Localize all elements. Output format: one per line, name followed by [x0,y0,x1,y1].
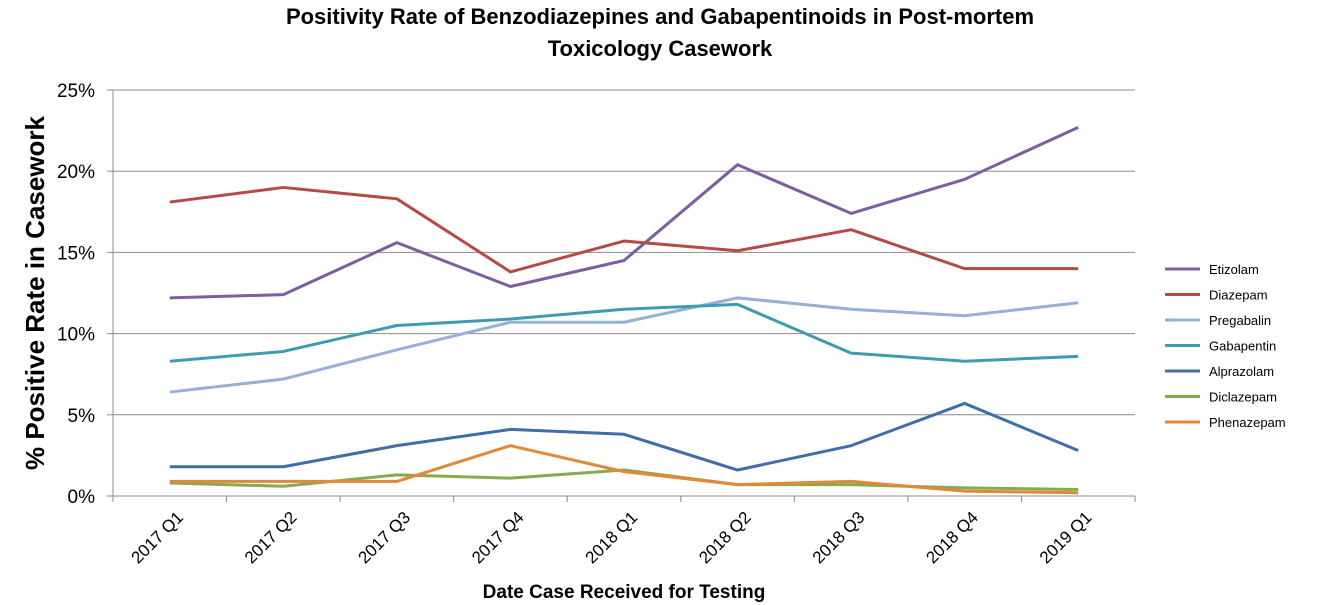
y-axis-title: % Positive Rate in Casework [20,115,50,470]
x-tick-label: 2017 Q2 [241,508,301,568]
legend-label: Phenazepam [1209,415,1286,430]
x-tick-label: 2017 Q1 [127,508,187,568]
y-tick-label: 10% [57,325,95,346]
x-tick-label: 2019 Q1 [1036,508,1096,568]
x-tick-label: 2018 Q3 [809,508,869,568]
series-line [169,401,1079,472]
x-tick-label: 2018 Q4 [922,508,982,568]
x-tick-label: 2018 Q1 [582,508,642,568]
x-tick-label: 2017 Q3 [355,508,415,568]
y-tick-label: 5% [68,406,96,427]
series-line [169,185,1079,274]
legend-label: Gabapentin [1209,339,1276,354]
x-tick-label: 2018 Q2 [695,508,755,568]
legend-label: Alprazolam [1209,364,1274,379]
series-line [169,444,1079,495]
legend-label: Etizolam [1209,262,1259,277]
series-line [169,296,1079,394]
legend-label: Diclazepam [1209,390,1277,405]
y-tick-label: 25% [57,81,95,102]
legend-label: Diazepam [1209,288,1268,303]
x-tick-label: 2017 Q4 [468,508,528,568]
series-line [169,125,1079,300]
y-tick-label: 15% [57,243,95,264]
x-axis-title: Date Case Received for Testing [483,582,766,603]
chart-title: Toxicology Casework [548,36,773,61]
y-tick-label: 20% [57,162,95,183]
chart-title: Positivity Rate of Benzodiazepines and G… [286,4,1034,29]
y-tick-label: 0% [68,487,96,508]
legend-label: Pregabalin [1209,313,1271,328]
series-line [169,302,1079,363]
